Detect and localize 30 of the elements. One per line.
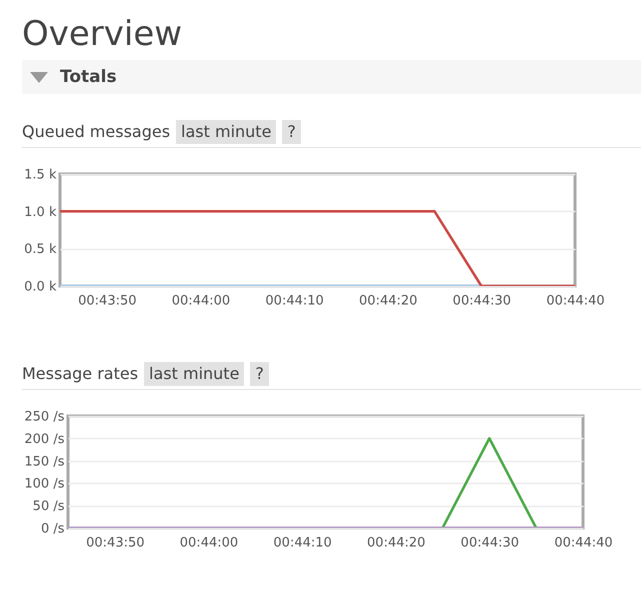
chart-title: Message rates (22, 363, 138, 385)
text: ? (282, 120, 301, 144)
x-tick-label: 00:44:20 (367, 536, 426, 550)
y-tick-label: 200 /s (24, 432, 65, 447)
y-tick-label: 0.0 k (24, 280, 57, 294)
x-tick-label: 00:44:40 (546, 294, 605, 308)
y-tick-label: 100 /s (24, 476, 65, 492)
text: ? (250, 362, 269, 386)
text: Overview (22, 13, 184, 56)
y-tick-label: 150 /s (24, 454, 65, 470)
x-tick-label: 00:44:40 (554, 536, 613, 550)
x-tick-label: 00:44:00 (172, 294, 230, 308)
x-tick-label: 00:44:10 (265, 294, 324, 308)
x-tick-label: 00:43:50 (78, 294, 137, 308)
y-tick-label: 1.5 k (24, 168, 57, 182)
x-tick-label: 00:44:30 (452, 294, 512, 308)
text: Totals (60, 67, 117, 87)
y-tick-label: 0.5 k (24, 242, 57, 258)
x-tick-label: 00:43:50 (86, 536, 145, 550)
x-tick-label: 00:44:10 (273, 536, 332, 550)
x-tick-label: 00:44:30 (460, 536, 520, 550)
text: last minute (176, 120, 276, 144)
text: last minute (144, 362, 244, 386)
y-tick-label: 0 /s (40, 522, 65, 536)
chart-title: Queued messages (22, 121, 170, 143)
x-tick-label: 00:44:20 (359, 294, 418, 308)
x-tick-label: 00:44:00 (180, 536, 238, 550)
y-tick-label: 50 /s (32, 499, 65, 514)
y-tick-label: 250 /s (24, 410, 65, 424)
y-tick-label: 1.0 k (24, 204, 57, 220)
